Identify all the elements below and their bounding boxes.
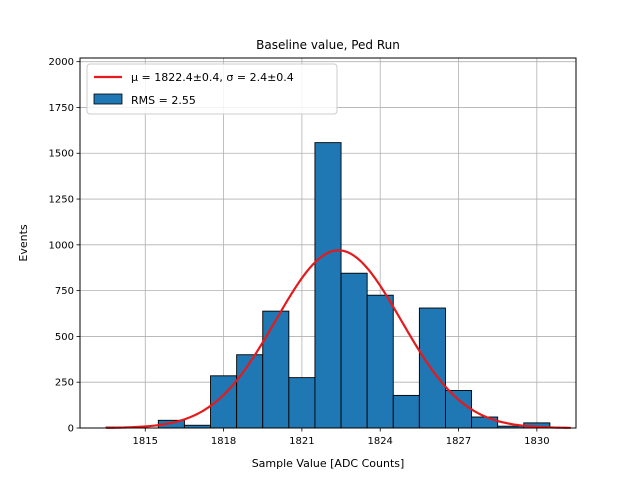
y-tick-label: 1250 xyxy=(49,195,74,206)
x-tick-label: 1818 xyxy=(211,436,236,447)
x-tick-label: 1827 xyxy=(446,436,471,447)
y-tick-label: 250 xyxy=(55,378,74,389)
y-axis-label: Events xyxy=(17,224,30,262)
legend-rms-swatch xyxy=(93,93,123,105)
legend: μ = 1822.4±0.4, σ = 2.4±0.4 RMS = 2.55 xyxy=(86,63,338,115)
x-tick-label: 1824 xyxy=(367,436,392,447)
histogram-bar xyxy=(340,272,368,429)
legend-box xyxy=(86,63,338,115)
y-tick-label: 1750 xyxy=(49,103,74,114)
histogram-bar xyxy=(445,390,473,429)
histogram-bars xyxy=(105,142,551,429)
x-tick-label: 1821 xyxy=(289,436,314,447)
y-tick-label: 750 xyxy=(55,286,74,297)
legend-fit-label: μ = 1822.4±0.4, σ = 2.4±0.4 xyxy=(131,71,294,84)
y-tick-label: 1000 xyxy=(49,240,74,251)
y-tick-label: 0 xyxy=(68,424,74,435)
histogram-bar xyxy=(314,142,342,429)
x-tick-label: 1815 xyxy=(133,436,158,447)
y-tick-label: 2000 xyxy=(49,57,74,68)
histogram-bar xyxy=(288,377,316,429)
histogram-bar xyxy=(392,394,420,429)
histogram-bar xyxy=(418,307,446,429)
y-axis-ticks: 0 250 500 750 1000 1250 1500 1750 2000 xyxy=(49,57,80,435)
gaussian-fit-curve xyxy=(106,249,571,429)
histogram-bar xyxy=(236,354,264,429)
chart-title: Baseline value, Ped Run xyxy=(256,38,400,52)
x-tick-label: 1830 xyxy=(524,436,549,447)
histogram-bar xyxy=(262,310,290,429)
legend-rms-label: RMS = 2.55 xyxy=(131,94,196,107)
x-axis-ticks: 1815 1818 1821 1824 1827 1830 xyxy=(133,428,550,447)
plot-frame xyxy=(79,57,577,429)
y-tick-label: 1500 xyxy=(49,149,74,160)
x-axis-label: Sample Value [ADC Counts] xyxy=(252,457,405,470)
histogram-bar xyxy=(366,294,394,429)
y-tick-label: 500 xyxy=(55,332,74,343)
